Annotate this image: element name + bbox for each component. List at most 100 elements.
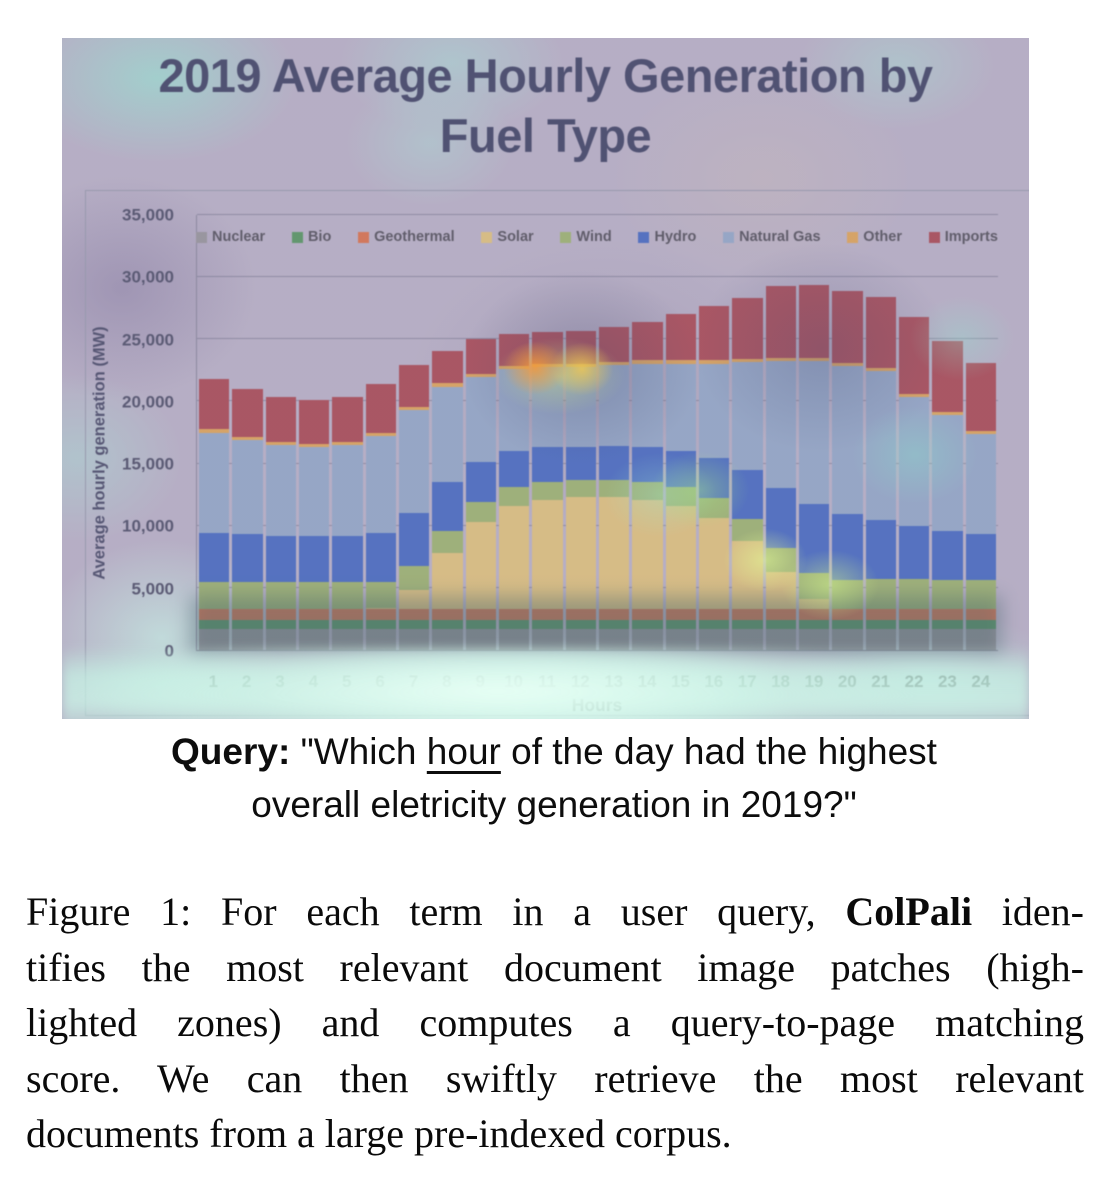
bar-segment-geothermal <box>665 609 696 621</box>
legend-swatch-icon <box>928 231 940 243</box>
bar-segment-bio <box>632 620 663 629</box>
bar-segment-wind <box>398 565 430 591</box>
bar-segment-natural-gas <box>565 366 596 447</box>
x-tick-label: 4 <box>308 672 319 691</box>
legend-label: Natural Gas <box>739 229 821 245</box>
legend-item-wind: Wind <box>560 229 612 245</box>
legend: Nuclear Bio Geothermal Solar Wind Hydro Natura… <box>196 229 998 245</box>
bar-segment-solar <box>398 590 430 610</box>
bar-segment-bio <box>765 620 796 629</box>
bar-segment-hydro <box>798 504 830 573</box>
x-tick-label: 15 <box>670 672 690 691</box>
bar-segment-natural-gas <box>698 363 730 459</box>
bar-segment-nuclear <box>632 628 663 650</box>
bar-segment-nuclear <box>332 628 363 650</box>
bar-segment-hydro <box>365 533 396 582</box>
bar-segment-wind <box>698 498 730 519</box>
bar-segment-natural-gas <box>632 363 663 447</box>
bar-segment-bio <box>832 620 863 629</box>
bar-hour-21 <box>865 215 896 650</box>
bar-segment-hydro <box>598 446 630 480</box>
bar-segment-geothermal <box>632 609 663 621</box>
bar-segment-geothermal <box>865 609 896 621</box>
bar-segment-bio <box>898 620 930 629</box>
bar-segment-natural-gas <box>898 397 930 527</box>
bar-segment-imports <box>365 384 396 434</box>
text-segment: score. We can then swiftly retrieve the … <box>26 1055 1084 1101</box>
x-tick-label: 18 <box>771 672 791 691</box>
bar-segment-wind <box>598 479 630 498</box>
bar-segment-bio <box>199 620 230 629</box>
bar-segment-imports <box>498 334 530 367</box>
x-tick-label: 24 <box>971 672 991 691</box>
bar-segment-hydro <box>732 469 763 519</box>
bar-segment-wind <box>965 580 996 610</box>
x-tick-label: 8 <box>442 672 452 691</box>
bar-hour-7 <box>398 215 430 650</box>
chart-title-line2: Fuel Type <box>439 109 652 163</box>
bar-segment-geothermal <box>732 609 763 621</box>
bar-segment-solar <box>765 571 796 610</box>
bar-hour-23 <box>932 215 963 650</box>
bar-segment-imports <box>398 365 430 408</box>
x-tick-label: 13 <box>604 672 624 691</box>
text-segment: Query: <box>171 731 291 772</box>
bar-segment-natural-gas <box>665 363 696 451</box>
bar-hour-16 <box>698 215 730 650</box>
bar-segment-wind <box>665 487 696 506</box>
bar-segment-bio <box>365 620 396 629</box>
bar-segment-imports <box>432 350 463 384</box>
bar-segment-geothermal <box>832 609 863 621</box>
legend-swatch-icon <box>196 231 207 243</box>
bar-hour-15 <box>665 215 696 650</box>
bar-segment-hydro <box>765 487 796 549</box>
bar-segment-natural-gas <box>965 434 996 534</box>
bar-hour-1 <box>199 215 230 650</box>
bar-segment-natural-gas <box>932 415 963 531</box>
x-tick-label: 20 <box>837 672 857 691</box>
bar-segment-nuclear <box>932 628 963 650</box>
bar-segment-imports <box>932 340 963 413</box>
bar-segment-natural-gas <box>232 440 263 535</box>
bar-segment-solar <box>732 540 763 610</box>
bar-segment-hydro <box>398 513 430 566</box>
y-tick-label: 0 <box>164 641 174 661</box>
bar-segment-wind <box>798 572 830 600</box>
bar-segment-natural-gas <box>365 436 396 534</box>
x-tick-label: 19 <box>804 672 824 691</box>
bar-segment-hydro <box>332 535 363 583</box>
bar-segment-nuclear <box>365 628 396 650</box>
y-tick-label: 20,000 <box>122 392 174 412</box>
x-tick-label: 22 <box>904 672 924 691</box>
legend-item-geothermal: Geothermal <box>358 229 455 245</box>
bar-segment-geothermal <box>698 609 730 621</box>
x-tick-label: 12 <box>570 672 590 691</box>
bar-segment-hydro <box>265 535 296 582</box>
x-tick-label: 10 <box>504 672 524 691</box>
bar-segment-hydro <box>199 533 230 582</box>
x-tick-label: 5 <box>341 672 352 691</box>
legend-item-solar: Solar <box>481 229 534 245</box>
bar-hour-2 <box>232 215 263 650</box>
y-tick-label: 25,000 <box>122 330 174 350</box>
bar-segment-bio <box>732 620 763 629</box>
bar-segment-wind <box>332 582 363 610</box>
bar-segment-geothermal <box>498 609 530 621</box>
bar-hour-12 <box>565 215 596 650</box>
legend-label: Imports <box>944 229 998 245</box>
bar-segment-geothermal <box>798 609 830 621</box>
bar-segment-imports <box>765 285 796 358</box>
text-segment: of the day had the highest <box>500 731 937 772</box>
bar-segment-solar <box>432 553 463 610</box>
bar-segment-imports <box>865 297 896 368</box>
chart-title: 2019 Average Hourly Generation by Fuel T… <box>62 46 1029 166</box>
bar-segment-nuclear <box>565 628 596 650</box>
bar-segment-natural-gas <box>432 386 463 483</box>
text-segment: "Which <box>290 731 427 772</box>
bar-segment-solar <box>498 505 530 610</box>
x-tick-label: 16 <box>704 672 724 691</box>
x-tick-label: 23 <box>937 672 957 691</box>
legend-label: Hydro <box>654 229 697 245</box>
caption-line: tifies the most relevant document image … <box>26 940 1084 996</box>
bar-segment-bio <box>265 620 296 629</box>
